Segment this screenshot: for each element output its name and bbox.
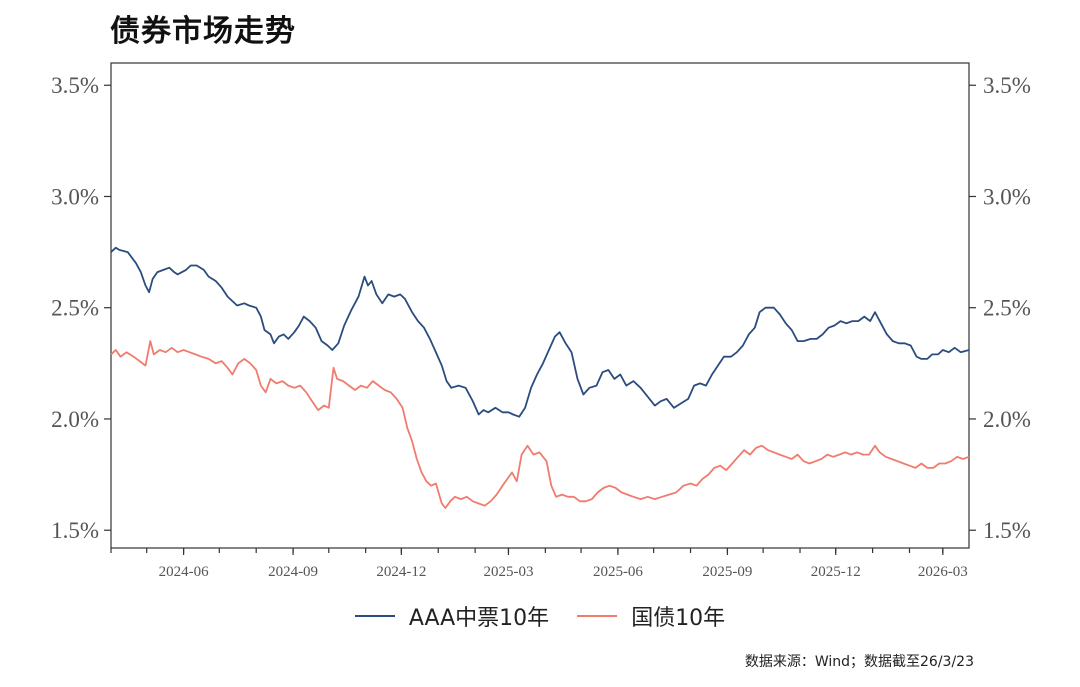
x-tick-label: 2025-06 [593, 564, 643, 580]
legend-label-aaa: AAA中票10年 [408, 606, 550, 631]
y-tick-label-right: 3.0% [983, 184, 1031, 209]
legend-swatch-aaa [354, 615, 395, 617]
axes: 1.5% 1.5% 2.0% 2.0% 2.5% 2.5% 3.0% 3.0% 3.5% 3.5%… [51, 62, 1031, 580]
source-note: 数据来源：Wind；数据截至26/3/23 [744, 654, 974, 670]
x-tick-label: 2024-12 [376, 564, 426, 580]
y-tick-label-left: 2.0% [51, 407, 99, 432]
series-line-aaa [110, 246, 970, 418]
y-tick-label-left: 3.5% [51, 73, 99, 98]
x-tick-label: 2025-09 [702, 564, 752, 580]
series-line-gov [110, 340, 970, 509]
legend-item-gov[interactable]: 国债10年 [577, 600, 725, 632]
series-lines [110, 246, 970, 509]
legend-swatch-gov [577, 615, 618, 617]
plot-border [110, 62, 970, 549]
y-tick-label-left: 2.5% [51, 296, 99, 321]
y-tick-label-left: 1.5% [51, 518, 99, 543]
x-tick-label: 2026-03 [918, 564, 968, 580]
y-tick-label-right: 2.0% [983, 407, 1031, 432]
x-tick-label: 2024-09 [268, 564, 318, 580]
y-tick-label-left: 3.0% [51, 184, 99, 209]
page-title: 债券市场走势 [110, 14, 296, 49]
line-chart: 1.5% 1.5% 2.0% 2.0% 2.5% 2.5% 3.0% 3.0% 3.5% 3.5%… [51, 62, 1031, 580]
x-tick-label: 2025-12 [811, 564, 861, 580]
legend: AAA中票10年 国债10年 [0, 600, 1080, 632]
x-tick-label: 2024-06 [159, 564, 209, 580]
y-tick-label-right: 1.5% [983, 518, 1031, 543]
legend-label-gov: 国债10年 [631, 606, 726, 631]
legend-item-aaa[interactable]: AAA中票10年 [354, 600, 550, 632]
y-tick-label-right: 2.5% [983, 296, 1031, 321]
y-tick-label-right: 3.5% [983, 73, 1031, 98]
x-tick-label: 2025-03 [483, 564, 533, 580]
